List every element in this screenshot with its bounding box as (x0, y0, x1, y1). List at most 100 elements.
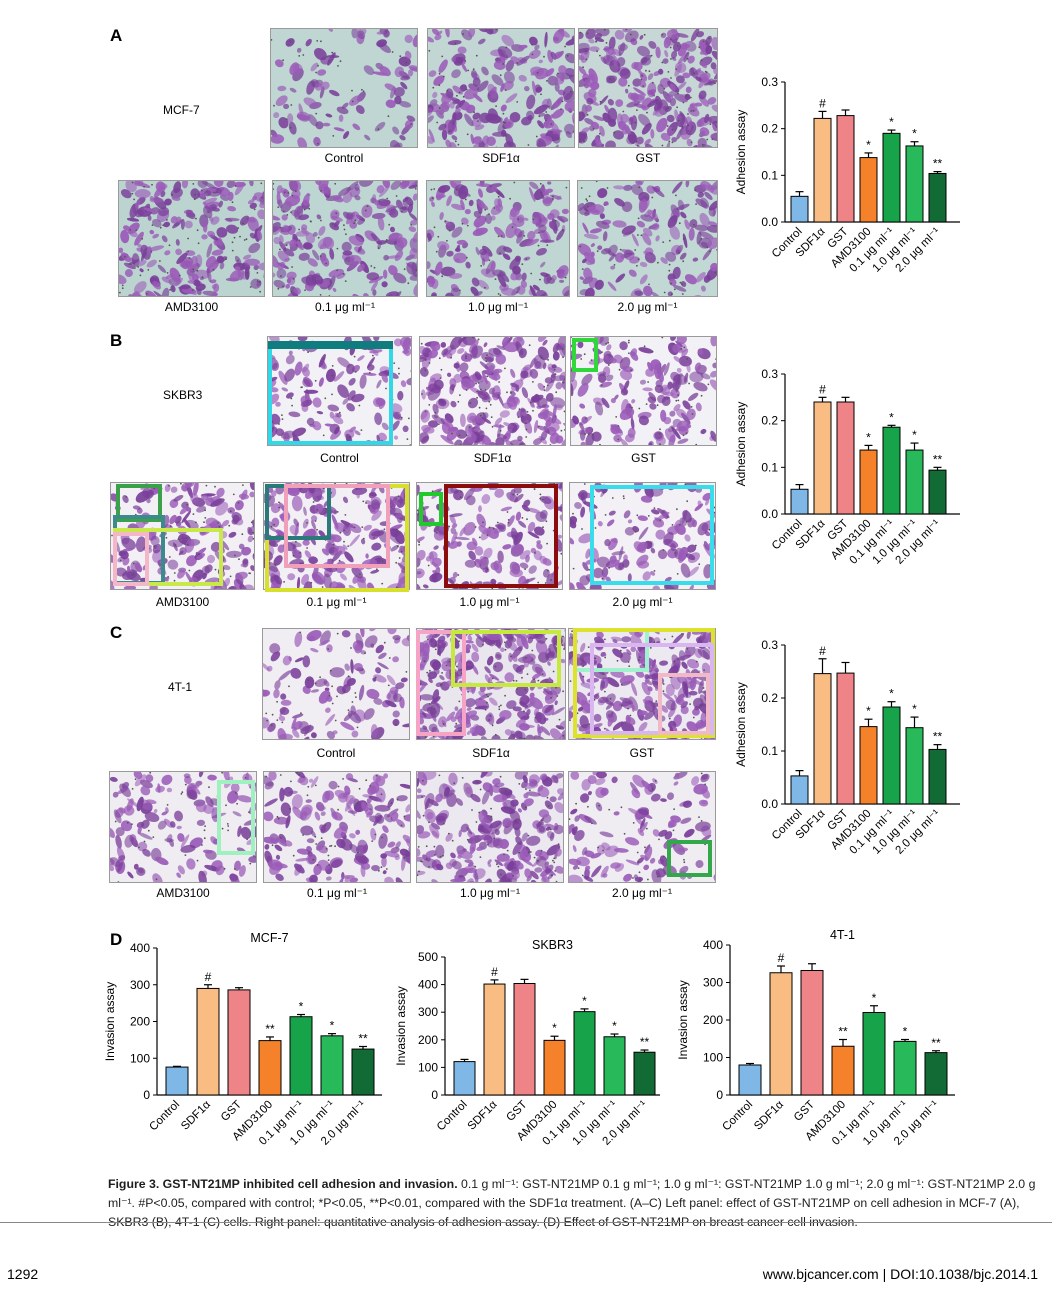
significance-marker: * (889, 410, 894, 424)
y-tick-label: 500 (418, 950, 438, 964)
micrograph-label: AMD3100 (164, 300, 219, 314)
roi-box (590, 485, 714, 585)
bar (790, 195, 809, 223)
bar (928, 469, 947, 515)
bar (813, 673, 832, 805)
x-tick-label: GST (219, 1099, 244, 1124)
y-tick-label: 0.1 (761, 460, 778, 474)
bar (227, 989, 251, 1096)
chart-title: SKBR3 (532, 938, 573, 952)
micrograph-image (263, 771, 411, 883)
figure-caption: Figure 3. GST-NT21MP inhibited cell adhe… (108, 1175, 1048, 1232)
y-tick-label: 200 (130, 1015, 150, 1029)
x-tick-label: Control (720, 1099, 755, 1134)
bar (769, 972, 793, 1096)
y-tick-label: 0.0 (761, 215, 778, 229)
bar (196, 987, 220, 1096)
significance-marker: * (889, 687, 894, 701)
micrograph-label: GST (635, 151, 661, 165)
micrograph-image (419, 336, 566, 446)
roi-box (268, 341, 393, 349)
bar (813, 401, 832, 515)
significance-marker: * (912, 702, 917, 716)
significance-marker: # (491, 965, 498, 979)
bar (905, 145, 924, 223)
micrograph-label: SDF1α (473, 451, 512, 465)
x-tick-label: SDF1α (752, 1098, 786, 1132)
roi-box (667, 840, 712, 877)
chart-svg: 0 100 200 300 400 500 Invasion assay SKBR3 Contr… (394, 938, 660, 1148)
doi-link[interactable]: www.bjcancer.com | DOI:10.1038/bjc.2014.… (762, 1266, 1038, 1282)
y-tick-label: 0.2 (761, 414, 778, 428)
significance-marker: * (912, 428, 917, 442)
micrograph-label: 2.0 μg ml⁻¹ (612, 886, 672, 900)
roi-box (444, 484, 558, 588)
x-tick-label: GST (792, 1099, 817, 1124)
significance-marker: * (866, 138, 871, 152)
roi-box (217, 780, 255, 855)
page-number: 1292 (7, 1266, 39, 1282)
y-tick-label: 0.2 (761, 691, 778, 705)
y-tick-label: 300 (418, 1005, 438, 1019)
micrograph-label: GST (629, 746, 655, 760)
bar (289, 1016, 313, 1096)
significance-marker: # (819, 96, 826, 110)
bar (859, 157, 878, 223)
x-tick-label: SDF1α (179, 1098, 213, 1132)
bar (543, 1039, 566, 1096)
micrograph-label: 2.0 μg ml⁻¹ (612, 595, 673, 609)
bar (258, 1040, 282, 1096)
bar (513, 982, 536, 1096)
y-tick-label: 100 (703, 1051, 723, 1065)
y-tick-label: 300 (130, 978, 150, 992)
micrograph-label: Control (324, 151, 364, 165)
bar (928, 172, 947, 223)
roi-box (572, 338, 598, 372)
significance-marker: # (778, 951, 785, 965)
micrograph-image (426, 180, 570, 297)
cell-line-label-skbr3: SKBR3 (163, 388, 203, 402)
chart-title: 4T-1 (830, 928, 855, 942)
y-tick-label: 0.0 (761, 797, 778, 811)
significance-marker: ** (933, 157, 943, 171)
roi-box (268, 341, 393, 445)
significance-marker: * (912, 127, 917, 141)
x-tick-label: GST (504, 1099, 529, 1124)
significance-marker: ** (931, 1036, 941, 1050)
y-axis-label: Adhesion assay (734, 110, 748, 195)
bar (453, 1061, 476, 1096)
bar (905, 727, 924, 805)
chart-adhesion-mcf7: 0.0 0.1 0.2 0.3 Adhesion assay Control # SDF1α G… (730, 75, 1030, 315)
micrograph-label: AMD3100 (155, 595, 210, 609)
panel-label-c: C (110, 623, 123, 642)
significance-marker: * (299, 1000, 304, 1014)
micrograph-image (272, 180, 418, 297)
y-tick-label: 0.0 (761, 507, 778, 521)
micrograph-image (577, 180, 718, 297)
bar (924, 1052, 948, 1096)
bar (573, 1011, 596, 1096)
cell-line-label-mcf7: MCF-7 (163, 103, 200, 117)
bar (859, 449, 878, 515)
micrograph-label: AMD3100 (156, 886, 210, 900)
micrograph-label: 0.1 μg ml⁻¹ (315, 300, 375, 314)
bar (790, 488, 809, 515)
bar (483, 983, 506, 1096)
significance-marker: ** (358, 1031, 368, 1045)
significance-marker: # (205, 970, 212, 984)
bar (831, 1045, 855, 1096)
micrograph-image (578, 28, 718, 148)
y-tick-label: 0.1 (761, 168, 778, 182)
x-tick-label: Control (435, 1099, 470, 1134)
micrograph-image (270, 28, 418, 148)
y-tick-label: 200 (418, 1033, 438, 1047)
chart-title: MCF-7 (250, 931, 288, 945)
bar (882, 132, 901, 223)
y-tick-label: 300 (703, 976, 723, 990)
micrograph-image (568, 771, 716, 883)
significance-marker: * (552, 1021, 557, 1035)
bar (603, 1036, 626, 1096)
micrograph-image (416, 771, 564, 883)
